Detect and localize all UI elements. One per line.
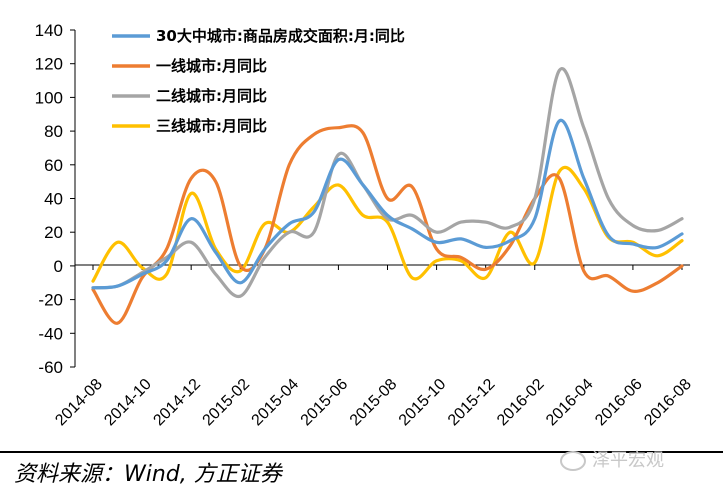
y-tick-label: -60 <box>38 358 63 377</box>
x-axis-ticks: 2014-082014-102014-122015-022015-042015-… <box>52 265 695 429</box>
x-tick-label: 2015-10 <box>396 376 450 430</box>
y-tick-label: -20 <box>38 291 63 310</box>
legend-label-2: 二线城市:月同比 <box>156 87 267 105</box>
y-tick-label: 120 <box>35 55 63 74</box>
x-tick-label: 2015-06 <box>298 376 352 430</box>
y-tick-label: 100 <box>35 88 63 107</box>
x-tick-label: 2016-04 <box>543 376 597 430</box>
y-axis-ticks: 140 120 100 80 60 40 20 0 -20 -40 -60 <box>35 21 75 377</box>
series-line-3 <box>91 165 684 283</box>
series-lines <box>91 66 684 325</box>
x-tick-label: 2014-10 <box>101 376 155 430</box>
y-tick-label: 80 <box>44 122 63 141</box>
legend-label-1: 一线城市:月同比 <box>156 57 267 75</box>
source-note: 资料来源：Wind, 方正证券 <box>14 462 282 487</box>
source-divider <box>0 451 723 453</box>
legend-label-0: 30大中城市:商品房成交面积:月:同比 <box>156 27 405 45</box>
x-tick-label: 2016-02 <box>494 376 548 430</box>
x-tick-label: 2015-04 <box>249 376 303 430</box>
x-tick-label: 2016-06 <box>592 376 646 430</box>
watermark: 泽平宏观 <box>560 446 664 472</box>
y-tick-label: -40 <box>38 324 63 343</box>
y-tick-label: 0 <box>54 257 63 276</box>
y-tick-label: 40 <box>44 190 63 209</box>
x-tick-label: 2014-08 <box>52 376 106 430</box>
x-tick-label: 2014-12 <box>150 376 204 430</box>
y-tick-label: 20 <box>44 223 63 242</box>
series-line-1 <box>91 124 684 325</box>
series-line-0 <box>91 118 684 290</box>
y-tick-label: 140 <box>35 21 63 40</box>
y-tick-label: 60 <box>44 156 63 175</box>
x-tick-label: 2015-12 <box>445 376 499 430</box>
watermark-text: 泽平宏观 <box>592 450 664 471</box>
legend-label-3: 三线城市:月同比 <box>156 117 267 135</box>
x-tick-label: 2015-02 <box>200 376 254 430</box>
x-tick-label: 2016-08 <box>641 376 695 430</box>
x-tick-label: 2015-08 <box>347 376 401 430</box>
legend: 30大中城市:商品房成交面积:月:同比一线城市:月同比二线城市:月同比三线城市:… <box>112 27 405 135</box>
wechat-icon <box>560 451 586 471</box>
